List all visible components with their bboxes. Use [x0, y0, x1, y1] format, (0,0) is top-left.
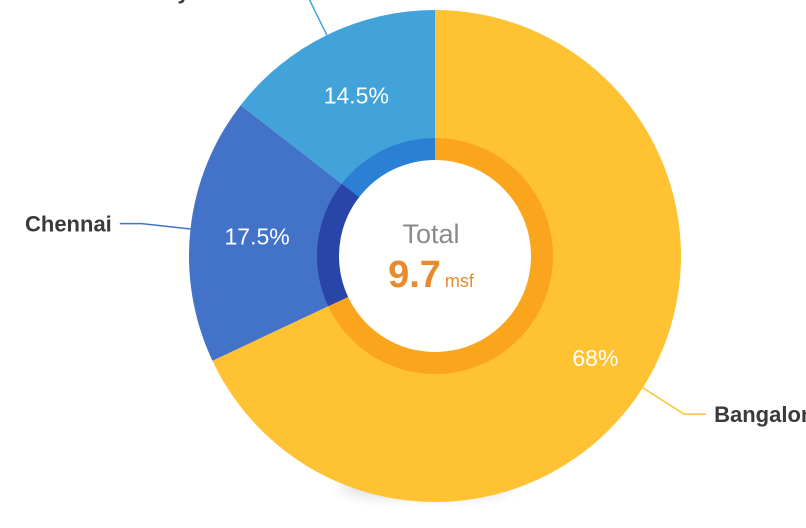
- leader-lines: [119, 0, 707, 415]
- category-label-bangalore: Bangalore: [714, 402, 806, 427]
- center-hole: [339, 160, 531, 352]
- leader-line-hyderabad: [308, 0, 328, 36]
- slice-label-hyderabad: 14.5%: [324, 82, 389, 108]
- leader-line-bangalore: [642, 387, 707, 415]
- center-unit: msf: [445, 271, 475, 291]
- slice-label-chennai: 17.5%: [224, 223, 289, 249]
- center-value: 9.7: [388, 254, 441, 296]
- category-labels: Bangalore Chennai Hyderabad: [25, 0, 806, 427]
- center-total: 9.7 msf: [388, 254, 475, 296]
- slice-label-bangalore: 68%: [572, 345, 618, 371]
- slice-chennai: [188, 105, 435, 361]
- leader-line-chennai: [119, 222, 191, 230]
- category-label-chennai: Chennai: [25, 212, 112, 237]
- slice-labels: 68% 17.5% 14.5%: [224, 82, 618, 371]
- category-label-hyderabad: Hyderabad: [161, 0, 275, 4]
- center-title: Total: [402, 219, 459, 249]
